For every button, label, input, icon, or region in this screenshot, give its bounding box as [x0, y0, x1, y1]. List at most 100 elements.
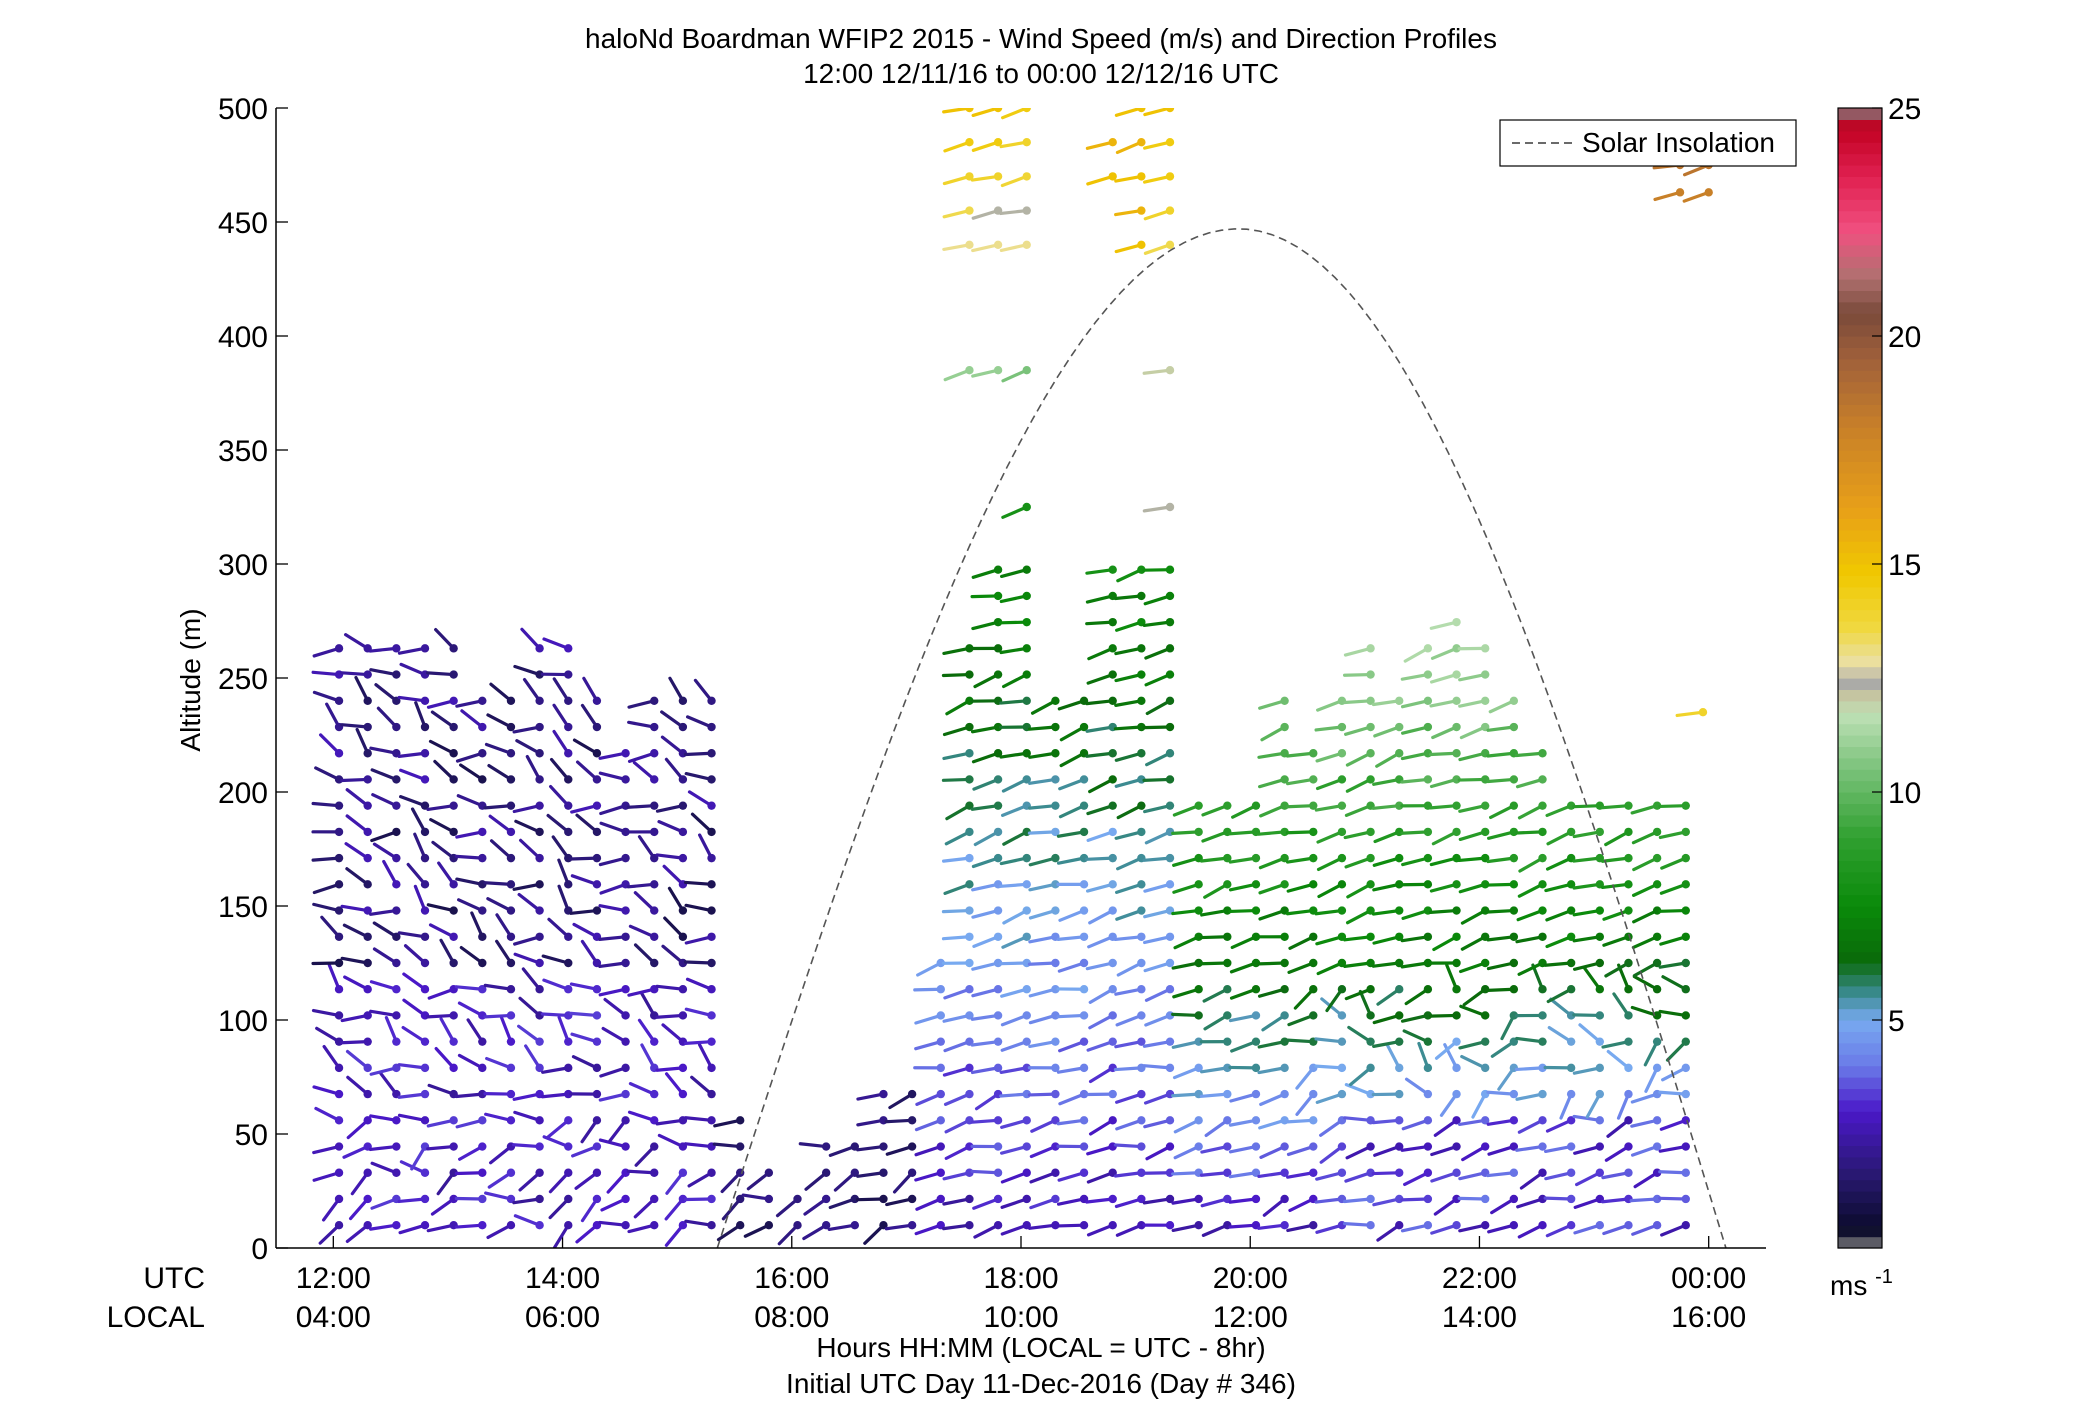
wind-barb-shaft	[1028, 935, 1057, 944]
wind-barb-shaft	[1573, 1144, 1602, 1155]
wind-barb-dot	[1108, 138, 1117, 147]
wind-barb	[344, 842, 372, 863]
wind-barb-shaft	[575, 813, 599, 834]
wind-barb	[345, 788, 372, 810]
wind-barb-dot	[1423, 1142, 1433, 1151]
wind-barb	[1288, 932, 1318, 950]
wind-barb-dot	[1681, 880, 1690, 889]
wind-barb-dot	[506, 1221, 516, 1230]
wind-barb-shaft	[1088, 1066, 1115, 1084]
wind-barb-shaft	[458, 1144, 484, 1161]
wind-barb-shaft	[1376, 987, 1401, 1006]
wind-barb-dot	[363, 958, 372, 968]
wind-barb	[1200, 1063, 1232, 1074]
wind-barb-shaft	[626, 804, 656, 809]
wind-barb-dot	[535, 1168, 544, 1177]
wind-barb	[570, 801, 602, 814]
wind-barb-dot	[535, 749, 544, 758]
wind-barb-dot	[420, 801, 430, 810]
wind-barb-dot	[1309, 1168, 1318, 1177]
wind-barb-dot	[1108, 1116, 1117, 1125]
wind-barb-shaft	[368, 1144, 398, 1152]
colorbar-unit-label: ms -1	[1830, 1266, 1893, 1301]
wind-barb-shaft	[1601, 1171, 1631, 1180]
wind-barb-dot	[621, 1089, 630, 1099]
wind-barb-dot	[1366, 644, 1375, 653]
wind-barb-dot	[334, 1089, 344, 1099]
wind-barb	[1315, 1221, 1347, 1234]
wind-barb	[1400, 1011, 1433, 1023]
wind-barb-dot	[1366, 1194, 1375, 1204]
wind-barb-dot	[1366, 722, 1375, 732]
wind-barb	[1173, 1116, 1203, 1134]
wind-barb-dot	[1652, 1142, 1662, 1151]
wind-barb-dot	[1280, 775, 1289, 784]
wind-barb	[431, 840, 458, 863]
wind-barb-shaft	[1606, 1118, 1631, 1138]
wind-barb-shaft	[402, 998, 427, 1018]
wind-barb-shaft	[1116, 961, 1143, 977]
wind-barb-dot	[1566, 1194, 1576, 1204]
wind-barb	[1257, 1037, 1289, 1049]
wind-barb	[354, 675, 372, 705]
wind-barb-dot	[1366, 880, 1375, 889]
wind-barb-dot	[1681, 1194, 1690, 1204]
wind-barb	[1171, 827, 1203, 837]
x-tick-label-utc: 20:00	[1213, 1262, 1288, 1295]
wind-barb-dot	[420, 775, 430, 784]
wind-barb-shaft	[1142, 1064, 1172, 1070]
colorbar-segment	[1838, 1111, 1882, 1124]
wind-barb	[1086, 827, 1117, 843]
wind-barb	[856, 1168, 888, 1178]
wind-barb	[1056, 1221, 1089, 1230]
wind-barb-shaft	[1257, 961, 1287, 966]
wind-barb-dot	[707, 749, 716, 758]
wind-barb-shaft	[1486, 751, 1516, 758]
wind-barb-shaft	[1000, 1040, 1029, 1052]
wind-barb-dot	[707, 1116, 716, 1125]
wind-barb-shaft	[1661, 975, 1688, 991]
wind-barb-dot	[1509, 880, 1519, 889]
colorbar-segment	[1838, 985, 1882, 998]
wind-barb-shaft	[1517, 804, 1545, 820]
wind-barb	[1171, 1011, 1203, 1020]
wind-barb	[547, 917, 573, 941]
wind-barb-dot	[1079, 827, 1089, 837]
wind-barb	[1347, 1025, 1375, 1046]
wind-barb-dot	[1595, 1168, 1605, 1177]
wind-barb	[1088, 906, 1117, 925]
wind-barb	[1115, 880, 1146, 894]
wind-barb-dot	[506, 722, 516, 732]
wind-barb-dot	[1051, 1063, 1060, 1073]
x-tick-label-utc: 16:00	[754, 1262, 829, 1295]
wind-barb	[971, 853, 1003, 869]
wind-barb-shaft	[942, 1066, 972, 1077]
wind-barb	[1257, 827, 1289, 837]
wind-barb	[1143, 138, 1175, 150]
wind-barb-shaft	[370, 1197, 398, 1210]
wind-barb-shaft	[1027, 961, 1057, 966]
wind-barb	[1486, 958, 1519, 971]
wind-barb	[1088, 985, 1117, 1004]
wind-barb-shaft	[1116, 804, 1143, 820]
wind-barb-shaft	[370, 1161, 398, 1175]
wind-barb-shaft	[1115, 140, 1143, 155]
wind-barb	[884, 1116, 917, 1125]
wind-barb	[1258, 853, 1289, 870]
wind-barb-shaft	[1288, 935, 1315, 950]
wind-barb-dot	[993, 1063, 1003, 1073]
wind-barb-dot	[420, 696, 430, 705]
wind-barb-dot	[420, 906, 430, 915]
wind-barb-dot	[449, 1063, 458, 1073]
wind-barb	[1314, 1063, 1347, 1073]
wind-barb-shaft	[598, 1220, 628, 1227]
wind-barb-dot	[1137, 670, 1146, 679]
wind-barb-shaft	[1203, 1013, 1229, 1031]
wind-barb	[343, 633, 372, 653]
wind-barb-shaft	[863, 1223, 886, 1245]
wind-barb	[458, 1142, 487, 1161]
wind-barb	[1400, 880, 1433, 889]
wind-barb-shaft	[1001, 935, 1029, 949]
wind-barb-dot	[1022, 696, 1031, 705]
wind-barb	[368, 1142, 401, 1152]
